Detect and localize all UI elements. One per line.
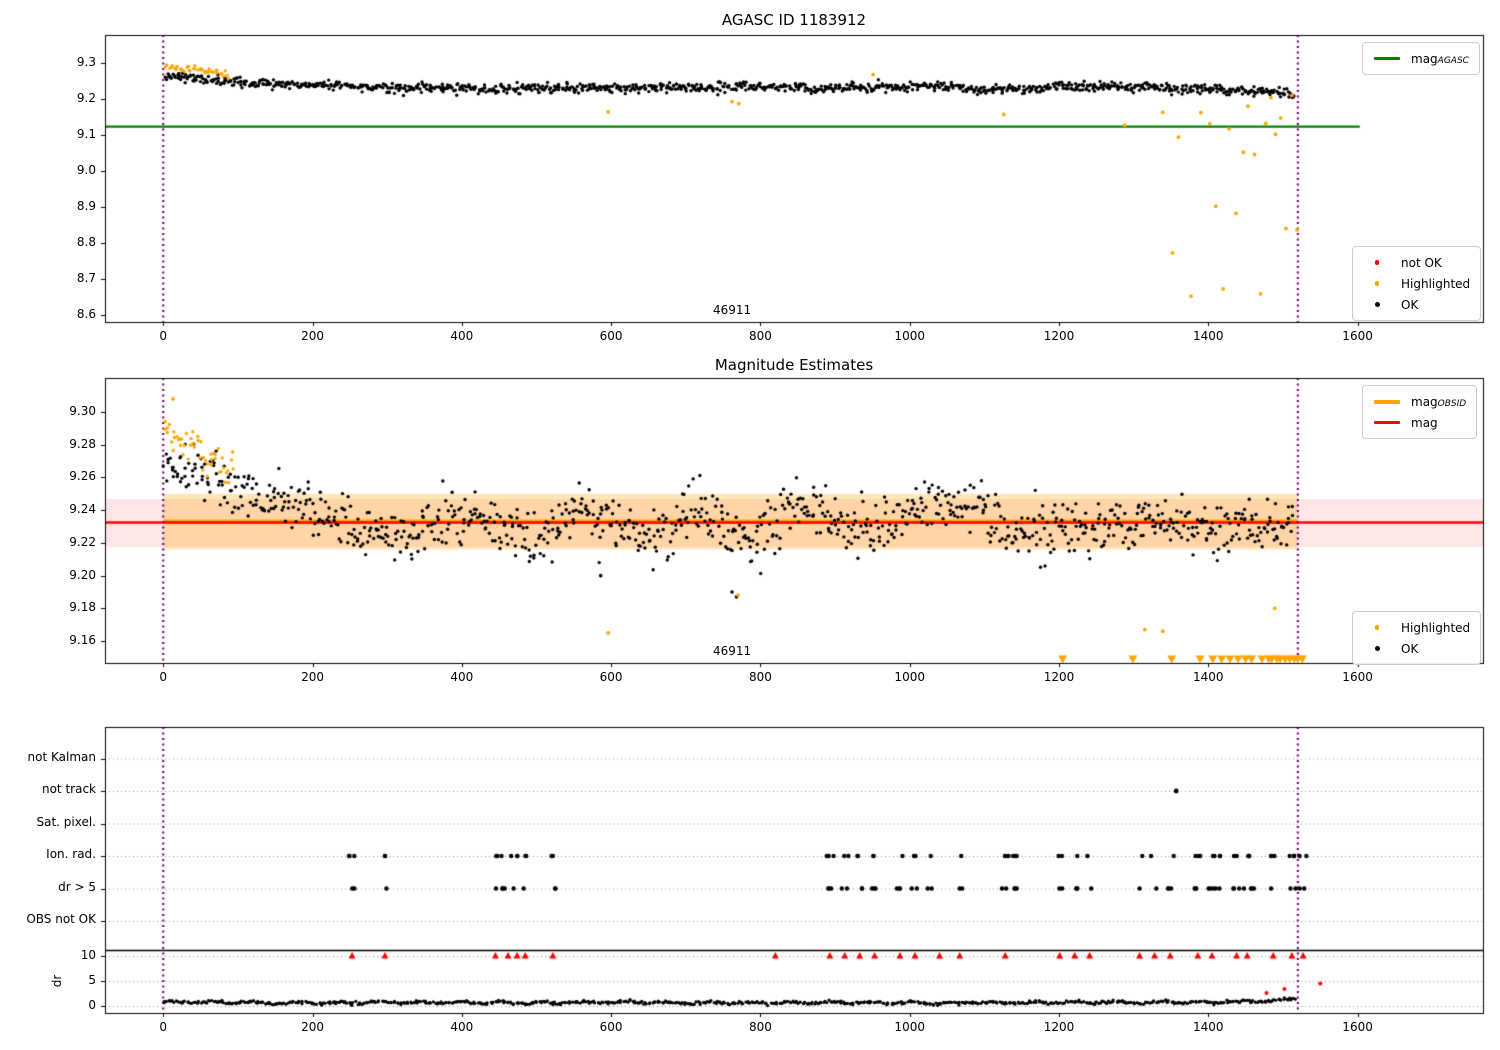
legend-item-label: not OK bbox=[1401, 255, 1442, 270]
x-tick-label: 1200 bbox=[1043, 1020, 1075, 1034]
x-tick-label: 600 bbox=[599, 1020, 623, 1034]
plot2-title: Magnitude Estimates bbox=[714, 356, 874, 374]
legend-item: magAGASC bbox=[1371, 48, 1469, 69]
x-tick-label: 200 bbox=[301, 329, 324, 343]
legend-item: mag bbox=[1371, 412, 1466, 433]
x-tick-label: 1400 bbox=[1193, 329, 1224, 343]
y-tick-label: 9.22 bbox=[69, 534, 96, 549]
dr-tick-label: 5 bbox=[88, 973, 96, 987]
y-tick-label: 9.2 bbox=[76, 91, 96, 106]
y-tick-label: 9.28 bbox=[69, 436, 96, 451]
plot2-obsid-annotation: 46911 bbox=[712, 644, 752, 658]
legend-dot-marker bbox=[1361, 625, 1393, 630]
legend-item: OK bbox=[1361, 294, 1470, 315]
plot2-marker-legend: Highlighted OK bbox=[1352, 611, 1482, 665]
y-tick-label: 8.6 bbox=[76, 306, 96, 321]
x-tick-label: 800 bbox=[748, 1020, 772, 1034]
plot2-line-legend: magOBSID mag bbox=[1362, 385, 1478, 439]
flag-row-label: OBS not OK bbox=[26, 912, 96, 926]
x-tick-label: 0 bbox=[159, 670, 168, 684]
legend-item: Highlighted bbox=[1361, 617, 1470, 638]
legend-line-swatch bbox=[1371, 57, 1403, 60]
x-tick-label: 1600 bbox=[1342, 1020, 1373, 1034]
x-tick-label: 800 bbox=[748, 670, 772, 684]
x-tick-label: 400 bbox=[450, 670, 474, 684]
legend-item-label: magAGASC bbox=[1411, 51, 1469, 66]
flag-row-label: Ion. rad. bbox=[46, 847, 96, 861]
legend-item-label: OK bbox=[1401, 641, 1419, 656]
plot1-obsid-annotation: 46911 bbox=[712, 303, 752, 317]
legend-dot-marker bbox=[1361, 646, 1393, 651]
dr-tick-label: 10 bbox=[80, 948, 96, 962]
y-tick-label: 8.7 bbox=[76, 270, 96, 285]
legend-item: OK bbox=[1361, 638, 1470, 659]
x-tick-label: 600 bbox=[599, 329, 623, 343]
x-tick-label: 1400 bbox=[1193, 1020, 1224, 1034]
legend-item: not OK bbox=[1361, 252, 1470, 273]
x-tick-label: 400 bbox=[450, 329, 474, 343]
x-tick-label: 0 bbox=[159, 1020, 168, 1034]
x-tick-label: 200 bbox=[301, 1020, 324, 1034]
y-tick-label: 9.0 bbox=[76, 162, 96, 177]
x-tick-label: 1000 bbox=[894, 329, 925, 343]
legend-item: magOBSID bbox=[1371, 391, 1466, 412]
flag-row-label: not Kalman bbox=[27, 749, 96, 764]
x-tick-label: 800 bbox=[748, 329, 772, 343]
legend-dot-marker bbox=[1361, 302, 1393, 307]
dr-tick-label: 0 bbox=[88, 998, 96, 1012]
y-tick-label: 9.26 bbox=[69, 469, 96, 484]
legend-item-label: OK bbox=[1401, 297, 1419, 312]
legend-item-label: Highlighted bbox=[1401, 276, 1471, 291]
y-tick-label: 8.9 bbox=[76, 198, 96, 213]
legend-item-label: magOBSID bbox=[1411, 394, 1467, 409]
flag-row-label: dr > 5 bbox=[58, 879, 96, 894]
legend-item-label: Highlighted bbox=[1401, 620, 1471, 635]
plot1-title: AGASC ID 1183912 bbox=[721, 11, 867, 29]
x-tick-label: 0 bbox=[159, 329, 168, 343]
legend-item: Highlighted bbox=[1361, 273, 1470, 294]
y-tick-label: 9.30 bbox=[69, 404, 96, 419]
x-tick-label: 200 bbox=[301, 670, 324, 684]
x-tick-label: 1600 bbox=[1342, 670, 1373, 684]
x-tick-label: 600 bbox=[599, 670, 623, 684]
x-tick-label: 1200 bbox=[1043, 670, 1075, 684]
flag-row-label: Sat. pixel. bbox=[36, 814, 96, 829]
legend-dot-marker bbox=[1361, 260, 1393, 265]
plot1-line-legend: magAGASC bbox=[1362, 42, 1480, 75]
plot1-marker-legend: not OK Highlighted OK bbox=[1352, 246, 1482, 321]
y-tick-label: 9.18 bbox=[69, 600, 96, 615]
x-tick-label: 1600 bbox=[1342, 329, 1373, 343]
y-tick-label: 9.20 bbox=[69, 567, 96, 582]
legend-line-swatch bbox=[1371, 399, 1403, 404]
legend-line-swatch bbox=[1371, 421, 1403, 424]
x-tick-label: 1000 bbox=[894, 1020, 925, 1034]
x-tick-label: 1400 bbox=[1193, 670, 1224, 684]
x-tick-label: 1000 bbox=[894, 670, 925, 684]
x-tick-label: 1200 bbox=[1043, 329, 1075, 343]
x-tick-label: 400 bbox=[450, 1020, 474, 1034]
y-tick-label: 8.8 bbox=[76, 234, 96, 249]
legend-dot-marker bbox=[1361, 281, 1393, 286]
y-tick-label: 9.1 bbox=[76, 126, 96, 141]
y-tick-label: 9.16 bbox=[69, 633, 96, 648]
legend-item-label: mag bbox=[1411, 415, 1438, 430]
y-tick-label: 9.24 bbox=[69, 502, 96, 517]
flag-row-label: not track bbox=[41, 782, 96, 796]
y-tick-label: 9.3 bbox=[76, 55, 96, 70]
